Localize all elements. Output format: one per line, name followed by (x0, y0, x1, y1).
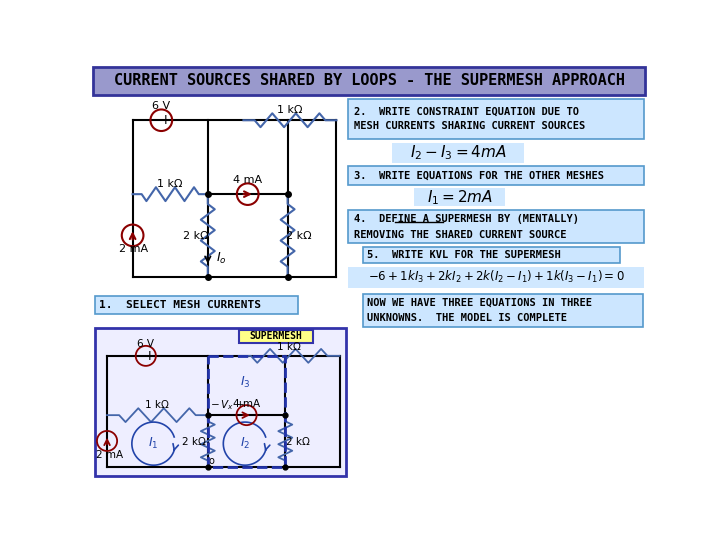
Text: 2 mA: 2 mA (96, 450, 123, 460)
Text: 4 mA: 4 mA (233, 399, 260, 409)
FancyBboxPatch shape (363, 247, 620, 264)
Text: CURRENT SOURCES SHARED BY LOOPS - THE SUPERMESH APPROACH: CURRENT SOURCES SHARED BY LOOPS - THE SU… (114, 73, 624, 89)
Text: 4 mA: 4 mA (233, 176, 262, 185)
Text: $I_3$: $I_3$ (240, 375, 251, 390)
FancyBboxPatch shape (348, 99, 644, 139)
Text: 4.  DEFINE A SUPERMESH BY (MENTALLY): 4. DEFINE A SUPERMESH BY (MENTALLY) (354, 214, 578, 224)
Text: 6 V: 6 V (138, 339, 154, 348)
Text: 2 kΩ: 2 kΩ (183, 231, 208, 241)
Text: +: + (159, 113, 171, 127)
FancyBboxPatch shape (392, 143, 524, 163)
Text: $-\,V_x\,+$: $-\,V_x\,+$ (210, 398, 246, 412)
Text: $I_2$: $I_2$ (240, 436, 250, 451)
Bar (94, 97, 346, 294)
Text: 2 kΩ: 2 kΩ (182, 437, 206, 447)
Text: 2 kΩ: 2 kΩ (287, 231, 312, 241)
FancyBboxPatch shape (93, 67, 645, 95)
FancyBboxPatch shape (348, 166, 644, 185)
Text: −: − (152, 113, 163, 127)
Text: NOW WE HAVE THREE EQUATIONS IN THREE
UNKNOWNS.  THE MODEL IS COMPLETE: NOW WE HAVE THREE EQUATIONS IN THREE UNK… (367, 298, 593, 323)
FancyBboxPatch shape (348, 267, 644, 288)
Text: $I_o$: $I_o$ (215, 251, 226, 266)
Text: −: − (136, 349, 148, 363)
Text: 1 kΩ: 1 kΩ (277, 105, 302, 115)
Text: 3.  WRITE EQUATIONS FOR THE OTHER MESHES: 3. WRITE EQUATIONS FOR THE OTHER MESHES (354, 171, 603, 181)
FancyBboxPatch shape (348, 211, 644, 242)
Text: $I_1 = 2mA$: $I_1 = 2mA$ (426, 188, 492, 207)
Text: REMOVING THE SHARED CURRENT SOURCE: REMOVING THE SHARED CURRENT SOURCE (354, 230, 566, 240)
Text: $-6+1kI_3+2kI_2+2k(I_2-I_1)+1k(I_3-I_1)=0$: $-6+1kI_3+2kI_2+2k(I_2-I_1)+1k(I_3-I_1)=… (368, 269, 624, 285)
Text: 2 mA: 2 mA (120, 244, 148, 254)
Text: 6 V: 6 V (152, 102, 171, 111)
Text: 1 kΩ: 1 kΩ (145, 400, 169, 410)
Text: 2 kΩ: 2 kΩ (286, 437, 310, 447)
FancyBboxPatch shape (414, 188, 505, 206)
Text: +: + (144, 349, 156, 363)
FancyBboxPatch shape (94, 296, 297, 314)
FancyBboxPatch shape (363, 294, 644, 327)
Text: $I_1$: $I_1$ (148, 436, 159, 451)
Bar (208, 356, 285, 467)
Bar (94, 328, 346, 476)
FancyBboxPatch shape (239, 330, 313, 343)
Text: 5.  WRITE KVL FOR THE SUPERMESH: 5. WRITE KVL FOR THE SUPERMESH (367, 250, 561, 260)
Text: 1 kΩ: 1 kΩ (277, 342, 301, 352)
Text: o: o (209, 456, 215, 465)
Text: $I_2 - I_3 = 4mA$: $I_2 - I_3 = 4mA$ (410, 143, 507, 162)
Text: 2.  WRITE CONSTRAINT EQUATION DUE TO
MESH CURRENTS SHARING CURRENT SOURCES: 2. WRITE CONSTRAINT EQUATION DUE TO MESH… (354, 106, 585, 131)
Text: 1.  SELECT MESH CURRENTS: 1. SELECT MESH CURRENTS (99, 300, 261, 310)
Text: 1 kΩ: 1 kΩ (157, 179, 183, 189)
Text: SUPERMESH: SUPERMESH (250, 331, 302, 341)
